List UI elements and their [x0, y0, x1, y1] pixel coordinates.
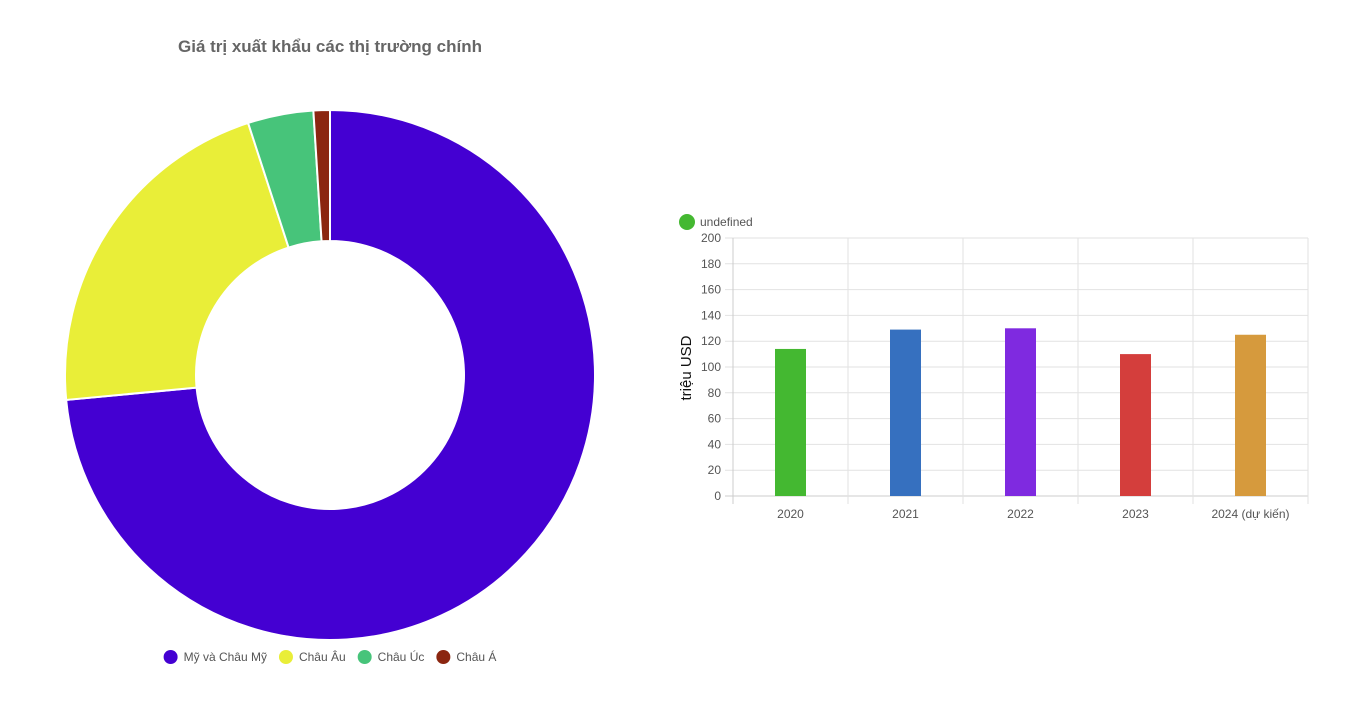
x-tick-label: 2024 (dự kiến) [1211, 507, 1289, 521]
donut-chart-title: Giá trị xuất khẩu các thị trường chính [178, 37, 482, 56]
y-axis-ticks: 0 20 40 60 80 100 120 140 160 180 200 [701, 231, 721, 503]
bar-2024-d-ki-n- [1235, 334, 1266, 496]
donut-chart [64, 108, 596, 641]
donut-legend: Mỹ và Châu Mỹ Châu Âu Châu Úc Châu Á [163, 649, 496, 664]
bar-chart: undefined triệu USD 0 20 40 60 80 100 120 140 16… [678, 214, 1309, 521]
donut-slice-chau-au [64, 121, 290, 402]
legend-label-chau-au: Châu Âu [299, 649, 346, 664]
bars [775, 328, 1266, 496]
legend-dot-chau-uc [357, 650, 372, 664]
y-tick-label: 180 [701, 257, 721, 271]
legend-dot-series [679, 214, 695, 230]
y-tick-label: 140 [701, 308, 721, 322]
legend-label-my-va-chau-my: Mỹ và Châu Mỹ [184, 650, 267, 664]
legend-dot-chau-au [278, 650, 293, 664]
y-tick-label: 80 [708, 386, 722, 400]
y-tick-label: 200 [701, 231, 721, 245]
legend-label-chau-uc: Châu Úc [378, 649, 425, 664]
y-tick-label: 160 [701, 283, 721, 297]
bar-2021 [890, 329, 921, 496]
y-tick-label: 0 [714, 489, 721, 503]
y-axis-title: triệu USD [678, 335, 695, 400]
x-axis-ticks: 2020 2021 2022 2023 2024 (dự kiến) [777, 507, 1289, 521]
y-tick-label: 40 [708, 437, 722, 451]
legend-label-series: undefined [700, 215, 753, 229]
x-tick-label: 2023 [1122, 507, 1149, 521]
donut-slice-my-va-chau-my [65, 108, 596, 641]
y-tick-label: 100 [701, 360, 721, 374]
legend-dot-chau-a [436, 650, 451, 664]
donut-slice-chau-a [312, 108, 331, 243]
x-tick-label: 2022 [1007, 507, 1034, 521]
legend-label-chau-a: Châu Á [456, 649, 496, 664]
x-tick-label: 2020 [777, 507, 804, 521]
bar-2022 [1005, 328, 1036, 496]
legend-dot-my-va-chau-my [163, 650, 178, 664]
bar-2023 [1120, 354, 1151, 496]
y-tick-label: 120 [701, 334, 721, 348]
y-tick-label: 60 [708, 412, 722, 426]
bar-2020 [775, 348, 806, 496]
bar-legend: undefined [679, 214, 753, 230]
y-tick-label: 20 [708, 463, 722, 477]
x-tick-label: 2021 [892, 507, 919, 521]
